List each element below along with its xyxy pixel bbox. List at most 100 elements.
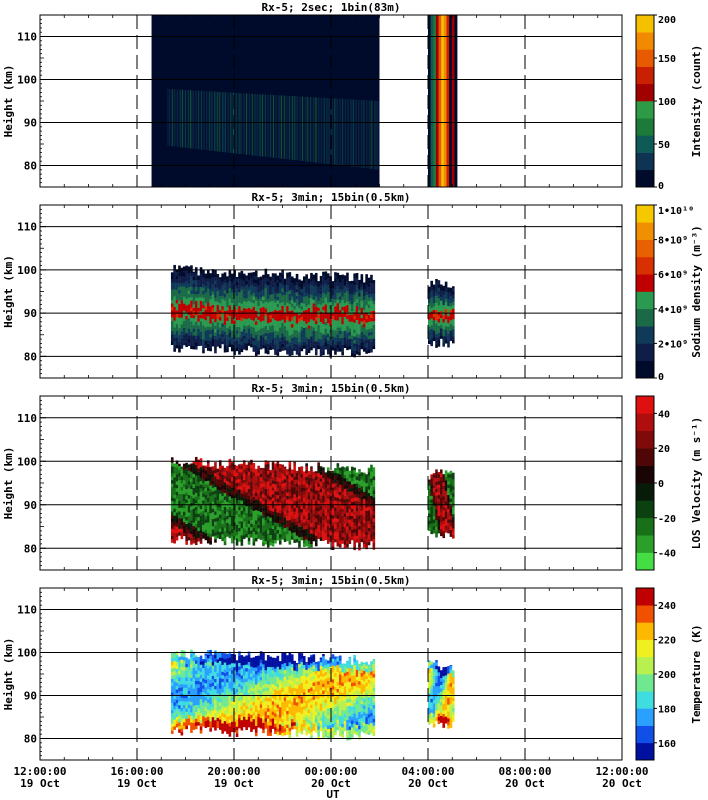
data-stripe — [175, 89, 177, 147]
data-cell — [197, 276, 200, 281]
data-cell — [334, 319, 337, 324]
data-cell — [274, 285, 277, 290]
data-cell — [235, 500, 239, 504]
data-stripe — [293, 96, 295, 161]
data-cell — [367, 345, 371, 350]
data-cell — [358, 320, 361, 325]
data-cell — [194, 537, 198, 542]
data-cell — [264, 311, 268, 316]
data-cell — [192, 273, 196, 277]
data-cell — [221, 481, 224, 486]
data-cell — [228, 329, 232, 334]
data-cell — [367, 287, 371, 291]
data-cell — [170, 341, 174, 345]
data-cell — [281, 511, 284, 516]
data-cell — [235, 305, 239, 310]
data-cell — [204, 273, 208, 276]
data-cell — [230, 281, 234, 286]
data-cell — [187, 325, 191, 329]
data-cell — [250, 336, 253, 341]
data-cell — [295, 340, 299, 345]
data-cell — [370, 331, 373, 336]
data-cell — [240, 479, 244, 484]
data-cell — [295, 299, 299, 303]
data-cell — [228, 298, 232, 303]
data-cell — [367, 478, 371, 483]
data-cell — [173, 522, 176, 527]
data-cell — [216, 291, 220, 295]
data-cell — [233, 347, 236, 352]
data-cell — [314, 289, 318, 294]
data-cell — [353, 305, 356, 309]
data-cell — [437, 505, 441, 510]
data-cell — [175, 502, 179, 506]
data-cell — [358, 306, 361, 311]
data-cell — [178, 279, 181, 284]
data-cell — [274, 347, 277, 352]
data-cell — [269, 486, 272, 490]
data-cell — [449, 512, 453, 516]
data-cell — [182, 708, 186, 712]
data-cell — [252, 514, 256, 518]
data-cell — [298, 498, 301, 503]
data-cell — [202, 335, 205, 340]
data-cell — [317, 476, 320, 480]
data-cell — [338, 533, 342, 538]
data-cell — [290, 469, 294, 474]
heatmap-data — [170, 649, 455, 741]
data-cell — [211, 529, 215, 534]
data-cell — [370, 303, 373, 308]
data-cell — [322, 512, 325, 517]
data-cell — [338, 334, 342, 338]
data-cell — [240, 331, 244, 335]
data-cell — [295, 486, 299, 491]
data-cell — [178, 321, 181, 325]
data-cell — [442, 291, 445, 295]
data-cell — [435, 316, 438, 321]
data-cell — [185, 701, 188, 706]
data-cell — [278, 282, 282, 287]
data-cell — [259, 467, 263, 471]
data-cell — [430, 287, 433, 291]
data-cell — [449, 330, 453, 335]
data-cell — [187, 508, 191, 513]
data-cell — [257, 340, 260, 345]
data-cell — [317, 300, 320, 305]
y-tick-label: 100 — [17, 74, 37, 87]
data-stripe — [292, 96, 294, 160]
data-cell — [247, 516, 251, 521]
data-cell — [192, 470, 196, 474]
data-cell — [276, 310, 280, 315]
data-cell — [317, 290, 320, 294]
data-cell — [257, 517, 260, 522]
data-cell — [271, 514, 275, 519]
data-cell — [235, 326, 239, 331]
data-cell — [307, 512, 311, 517]
data-cell — [276, 505, 280, 510]
data-cell — [430, 307, 433, 312]
data-cell — [286, 527, 289, 531]
data-cell — [238, 344, 241, 348]
data-cell — [298, 314, 301, 319]
data-cell — [218, 292, 222, 297]
data-cell — [293, 295, 296, 299]
data-cell — [199, 529, 203, 534]
data-cell — [290, 276, 294, 280]
data-cell — [302, 341, 306, 346]
data-cell — [269, 517, 272, 522]
data-cell — [252, 285, 256, 290]
data-cell — [254, 471, 258, 476]
data-cell — [372, 303, 376, 308]
data-cell — [358, 289, 361, 294]
data-cell — [170, 479, 174, 484]
data-cell — [175, 306, 179, 311]
data-cell — [372, 500, 376, 505]
data-cell — [452, 475, 455, 480]
data-cell — [449, 320, 453, 324]
data-cell — [259, 318, 263, 322]
data-cell — [221, 319, 224, 324]
data-cell — [269, 503, 272, 508]
data-cell — [370, 464, 373, 469]
data-cell — [223, 321, 227, 325]
